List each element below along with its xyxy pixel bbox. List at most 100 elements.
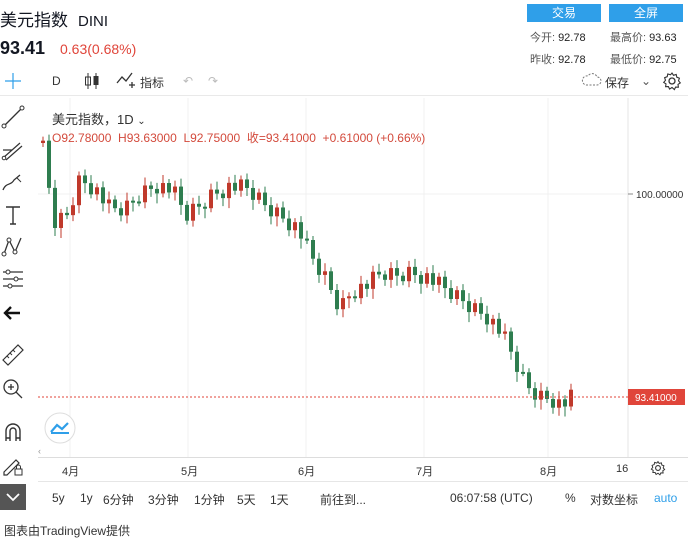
fullscreen-button[interactable]: 全屏 (609, 4, 683, 22)
x-tick-jun: 6月 (298, 466, 316, 478)
log-scale-toggle[interactable]: 对数坐标 (590, 493, 639, 507)
candle-body (77, 175, 81, 206)
range-1y[interactable]: 1y (80, 491, 93, 505)
candle-body (113, 199, 117, 209)
last-price-badge (628, 389, 685, 405)
range-5d[interactable]: 5天 (237, 493, 256, 507)
trade-button[interactable]: 交易 (527, 4, 601, 22)
axis-settings-gear-icon[interactable] (650, 460, 666, 479)
candle-body (437, 276, 441, 285)
candle-body (179, 186, 183, 205)
candle-body (173, 186, 177, 193)
indicators-button[interactable]: 指标 (140, 76, 165, 90)
candle-body (533, 388, 537, 400)
cloud-icon (580, 72, 602, 91)
candle-body (119, 208, 123, 216)
chevron-down-icon[interactable]: ⌄ (641, 74, 652, 88)
candle-body (245, 179, 249, 188)
symbol-code: DINI (78, 13, 108, 30)
candle-body (131, 200, 135, 203)
fib-icon[interactable] (0, 138, 26, 164)
interval-button[interactable]: D (52, 74, 61, 88)
candle-body (455, 290, 459, 300)
clock-time: 06:07:58 (UTC) (450, 491, 533, 505)
last-price: 93.41 (0, 38, 46, 58)
range-1min[interactable]: 1分钟 (194, 493, 225, 507)
candle-body (95, 187, 99, 195)
gear-icon[interactable] (662, 71, 682, 94)
ruler-icon[interactable] (0, 342, 26, 368)
candle-body (503, 331, 507, 334)
candle-body (281, 207, 285, 219)
text-icon[interactable] (0, 202, 26, 228)
candle-body (389, 268, 393, 280)
candle-body (527, 372, 531, 389)
zoom-in-icon[interactable] (0, 376, 26, 402)
candle-body (335, 290, 339, 310)
candle-body (107, 199, 111, 204)
candle-body (341, 298, 345, 310)
candle-body (161, 183, 165, 194)
candle-body (551, 398, 555, 408)
candle-body (239, 179, 243, 191)
y-tick-label: 100.00000 (636, 190, 684, 201)
collapse-arrow-icon[interactable]: ‹ (38, 446, 41, 456)
range-6min[interactable]: 6分钟 (103, 493, 134, 507)
tradingview-logo (44, 412, 76, 444)
pattern-icon[interactable] (0, 234, 26, 260)
percent-toggle[interactable]: % (565, 491, 576, 505)
candle-body (71, 205, 75, 216)
symbol-title: 美元指数 DINI (0, 6, 108, 31)
redo-icon[interactable]: ↷ (208, 74, 219, 88)
stat-open: 今开: 92.78 (530, 32, 586, 44)
x-tick-jul: 7月 (416, 466, 434, 478)
candle-body (215, 189, 219, 194)
candle-body (473, 303, 477, 313)
candle-body (569, 389, 573, 407)
pencil-lock-icon[interactable] (0, 452, 26, 478)
candle-body (41, 140, 45, 143)
goto-date-button[interactable]: 前往到... (320, 493, 367, 507)
candle-body (293, 222, 297, 231)
drawing-toolbar (0, 98, 32, 518)
candle-body (467, 301, 471, 313)
candle-body (479, 303, 483, 314)
stat-low: 最低价: 92.75 (610, 54, 677, 66)
range-5y[interactable]: 5y (52, 491, 65, 505)
candle-body (269, 205, 273, 217)
indicators-icon[interactable] (116, 71, 138, 92)
trend-line-icon[interactable] (0, 104, 26, 130)
candle-body (89, 183, 93, 195)
candle-body (167, 183, 171, 193)
chart-legend-title[interactable]: 美元指数，1D ⌄ (52, 112, 146, 127)
candle-body (383, 274, 387, 280)
candle-body (329, 271, 333, 290)
candle-body (65, 212, 69, 216)
range-1d[interactable]: 1天 (270, 493, 289, 507)
auto-scale-toggle[interactable]: auto (654, 491, 678, 505)
candle-body (287, 218, 291, 231)
save-button[interactable]: 保存 (605, 76, 630, 90)
magnet-icon[interactable] (0, 420, 26, 446)
price-chart[interactable]: 100.00000 93.41000 ‹ (38, 98, 688, 458)
candle-body (227, 182, 231, 199)
candle-body (515, 351, 519, 372)
prediction-icon[interactable] (0, 266, 26, 292)
x-tick-apr: 4月 (62, 466, 80, 478)
arrow-left-icon[interactable] (0, 300, 26, 326)
candle-body (257, 192, 261, 200)
candle-body (425, 273, 429, 284)
brush-icon[interactable] (0, 170, 26, 196)
candle-body (125, 200, 129, 216)
candle-body (563, 399, 567, 407)
candle-body (251, 187, 255, 200)
candle-body (545, 390, 549, 399)
collapse-down-icon[interactable] (0, 484, 26, 510)
candle-body (539, 390, 543, 400)
crosshair-icon[interactable] (2, 70, 24, 95)
candle-body (155, 188, 159, 194)
candle-body (203, 206, 207, 209)
undo-icon[interactable]: ↶ (183, 74, 194, 88)
candle-type-icon[interactable] (84, 72, 100, 93)
range-3min[interactable]: 3分钟 (148, 493, 179, 507)
